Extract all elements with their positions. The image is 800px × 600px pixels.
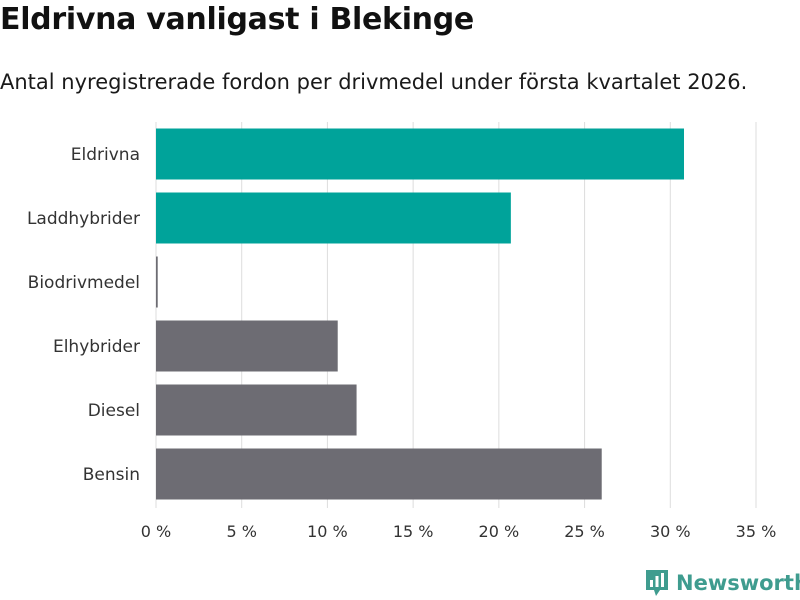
chart-subtitle: Antal nyregistrerade fordon per drivmede… <box>0 70 748 94</box>
bar-bensin <box>156 448 602 500</box>
x-tick-label: 20 % <box>479 522 520 541</box>
x-tick-label: 25 % <box>564 522 605 541</box>
newsworthy-logo-icon <box>646 570 668 596</box>
brand-name: Newsworthy <box>676 571 800 595</box>
brand-logo: Newsworthy <box>644 568 800 598</box>
category-label: Elhybrider <box>53 337 140 357</box>
x-tick-label: 15 % <box>393 522 434 541</box>
grid-lines <box>155 122 757 508</box>
category-label: Diesel <box>88 401 140 421</box>
category-label: Laddhybrider <box>27 209 140 229</box>
x-tick-label: 5 % <box>226 522 256 541</box>
x-axis-tick-labels: 0 % 5 % 10 % 15 % 20 % 25 % 30 % 35 % <box>141 522 777 541</box>
bar-laddhybrider <box>156 192 511 244</box>
category-label: Bensin <box>83 465 140 485</box>
bar-eldrivna <box>156 128 684 180</box>
bar-chart: Eldrivna Laddhybrider Biodrivmedel Elhybrid… <box>27 122 777 541</box>
category-label: Eldrivna <box>71 145 140 165</box>
x-tick-label: 10 % <box>307 522 348 541</box>
category-label: Biodrivmedel <box>28 273 140 293</box>
chart-title: Eldrivna vanligast i Blekinge <box>0 2 474 37</box>
x-tick-label: 30 % <box>650 522 691 541</box>
x-tick-label: 0 % <box>141 522 171 541</box>
x-tick-label: 35 % <box>736 522 777 541</box>
category-labels: Eldrivna Laddhybrider Biodrivmedel Elhybrid… <box>27 145 140 485</box>
bar-elhybrider <box>156 320 338 372</box>
bar-biodrivmedel <box>156 256 158 308</box>
bar-diesel <box>156 384 357 436</box>
bars <box>156 128 684 500</box>
